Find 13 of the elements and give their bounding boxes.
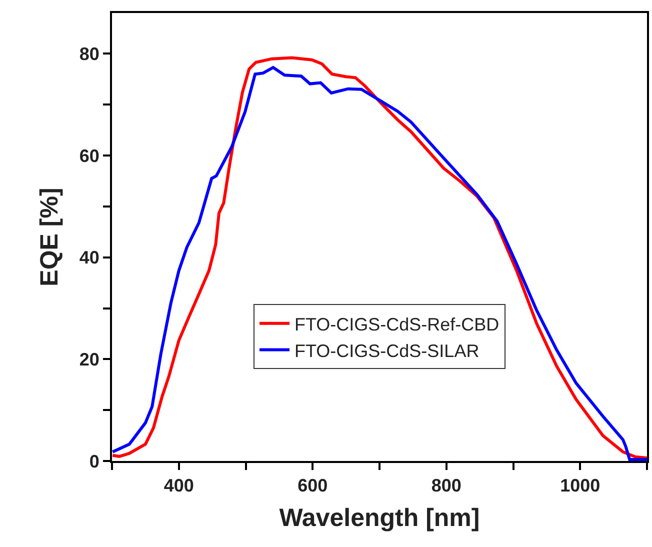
x-axis-title: Wavelength [nm] (279, 504, 480, 532)
y-tick-label: 0 (89, 451, 100, 472)
y-tick-label: 80 (79, 44, 100, 64)
legend-label: FTO-CIGS-CdS-Ref-CBD (294, 314, 500, 334)
x-tick-label: 800 (431, 476, 462, 496)
y-tick-label: 20 (79, 349, 100, 370)
y-tick-label: 40 (79, 248, 100, 268)
y-axis-title: EQE [%] (36, 188, 64, 286)
x-tick-label: 600 (298, 476, 328, 496)
x-tick-label: 400 (164, 476, 194, 496)
y-tick-label: 60 (79, 146, 100, 166)
legend-label: FTO-CIGS-CdS-SILAR (294, 340, 480, 361)
x-tick-label: 1000 (560, 476, 600, 496)
